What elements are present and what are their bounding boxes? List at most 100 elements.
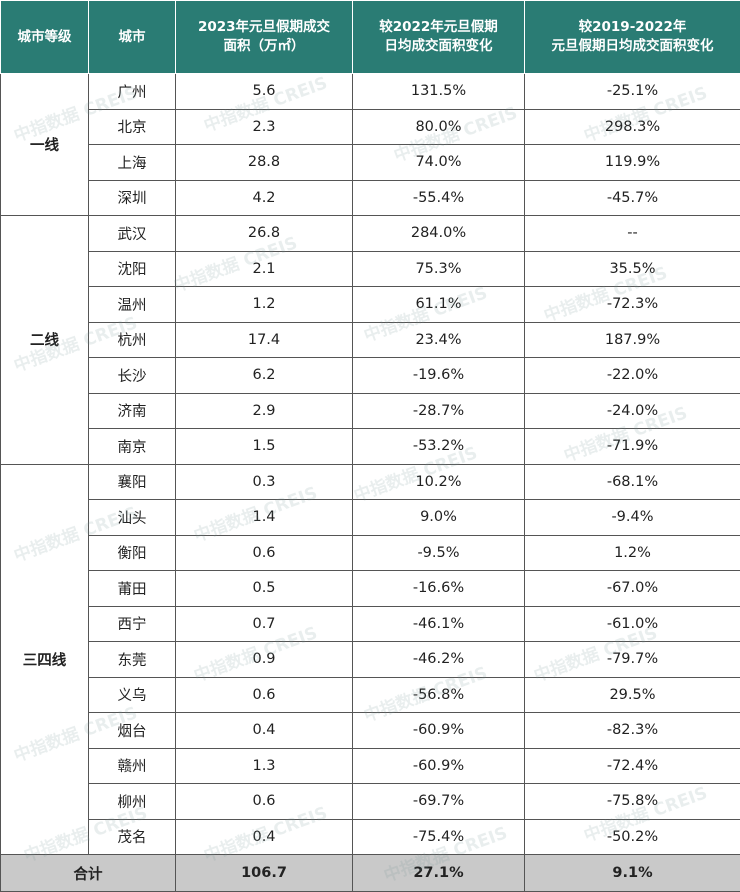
city-cell: 济南 xyxy=(89,393,176,429)
change-2022-cell: -9.5% xyxy=(353,535,525,571)
change-2019-2022-cell: 1.2% xyxy=(525,535,740,571)
area-cell: 0.9 xyxy=(176,642,353,678)
city-cell: 汕头 xyxy=(89,500,176,536)
city-cell: 柳州 xyxy=(89,784,176,820)
city-cell: 莆田 xyxy=(89,571,176,607)
change-2022-cell: 74.0% xyxy=(353,145,525,181)
city-cell: 烟台 xyxy=(89,713,176,749)
change-2019-2022-cell: -72.3% xyxy=(525,287,740,323)
total-area: 106.7 xyxy=(176,855,353,892)
area-cell: 0.6 xyxy=(176,677,353,713)
area-cell: 4.2 xyxy=(176,180,353,216)
change-2022-cell: 131.5% xyxy=(353,74,525,110)
change-2022-cell: -19.6% xyxy=(353,358,525,394)
city-cell: 沈阳 xyxy=(89,251,176,287)
change-2019-2022-cell: -50.2% xyxy=(525,819,740,855)
area-cell: 5.6 xyxy=(176,74,353,110)
city-cell: 杭州 xyxy=(89,322,176,358)
change-2019-2022-cell: -75.8% xyxy=(525,784,740,820)
area-cell: 0.4 xyxy=(176,819,353,855)
area-cell: 26.8 xyxy=(176,216,353,252)
change-2022-cell: -46.1% xyxy=(353,606,525,642)
change-2019-2022-cell: -68.1% xyxy=(525,464,740,500)
change-2019-2022-cell: -67.0% xyxy=(525,571,740,607)
city-cell: 武汉 xyxy=(89,216,176,252)
total-change-2019-2022: 9.1% xyxy=(525,855,740,892)
change-2019-2022-cell: -45.7% xyxy=(525,180,740,216)
change-2019-2022-cell: 35.5% xyxy=(525,251,740,287)
area-cell: 2.3 xyxy=(176,109,353,145)
city-cell: 赣州 xyxy=(89,748,176,784)
tier-cell: 三四线 xyxy=(1,464,89,855)
change-2019-2022-cell: -79.7% xyxy=(525,642,740,678)
change-2019-2022-cell: -22.0% xyxy=(525,358,740,394)
change-2022-cell: -28.7% xyxy=(353,393,525,429)
change-2022-cell: 61.1% xyxy=(353,287,525,323)
city-cell: 义乌 xyxy=(89,677,176,713)
area-cell: 1.2 xyxy=(176,287,353,323)
header-change-vs-2022: 较2022年元旦假期日均成交面积变化 xyxy=(353,1,525,74)
area-cell: 2.1 xyxy=(176,251,353,287)
header-city: 城市 xyxy=(89,1,176,74)
header-change-vs-2019-2022: 较2019-2022年元旦假期日均成交面积变化 xyxy=(525,1,740,74)
change-2019-2022-cell: -- xyxy=(525,216,740,252)
change-2022-cell: 75.3% xyxy=(353,251,525,287)
change-2019-2022-cell: -82.3% xyxy=(525,713,740,749)
city-cell: 长沙 xyxy=(89,358,176,394)
change-2022-cell: 284.0% xyxy=(353,216,525,252)
header-tier: 城市等级 xyxy=(1,1,89,74)
change-2019-2022-cell: 29.5% xyxy=(525,677,740,713)
header-area-2023: 2023年元旦假期成交面积（万㎡） xyxy=(176,1,353,74)
change-2019-2022-cell: -9.4% xyxy=(525,500,740,536)
change-2022-cell: -53.2% xyxy=(353,429,525,465)
city-cell: 上海 xyxy=(89,145,176,181)
area-cell: 1.3 xyxy=(176,748,353,784)
change-2019-2022-cell: -24.0% xyxy=(525,393,740,429)
change-2022-cell: -69.7% xyxy=(353,784,525,820)
change-2022-cell: -75.4% xyxy=(353,819,525,855)
total-change-2022: 27.1% xyxy=(353,855,525,892)
change-2019-2022-cell: -72.4% xyxy=(525,748,740,784)
tier-cell: 一线 xyxy=(1,74,89,216)
city-cell: 南京 xyxy=(89,429,176,465)
change-2022-cell: -55.4% xyxy=(353,180,525,216)
change-2019-2022-cell: 119.9% xyxy=(525,145,740,181)
change-2022-cell: 9.0% xyxy=(353,500,525,536)
area-cell: 0.3 xyxy=(176,464,353,500)
change-2019-2022-cell: -71.9% xyxy=(525,429,740,465)
area-cell: 28.8 xyxy=(176,145,353,181)
area-cell: 17.4 xyxy=(176,322,353,358)
area-cell: 0.6 xyxy=(176,535,353,571)
change-2022-cell: -56.8% xyxy=(353,677,525,713)
change-2019-2022-cell: 298.3% xyxy=(525,109,740,145)
change-2022-cell: -60.9% xyxy=(353,713,525,749)
change-2019-2022-cell: 187.9% xyxy=(525,322,740,358)
change-2019-2022-cell: -25.1% xyxy=(525,74,740,110)
city-cell: 温州 xyxy=(89,287,176,323)
area-cell: 6.2 xyxy=(176,358,353,394)
area-cell: 0.6 xyxy=(176,784,353,820)
change-2022-cell: -60.9% xyxy=(353,748,525,784)
change-2022-cell: 23.4% xyxy=(353,322,525,358)
change-2019-2022-cell: -61.0% xyxy=(525,606,740,642)
city-cell: 茂名 xyxy=(89,819,176,855)
